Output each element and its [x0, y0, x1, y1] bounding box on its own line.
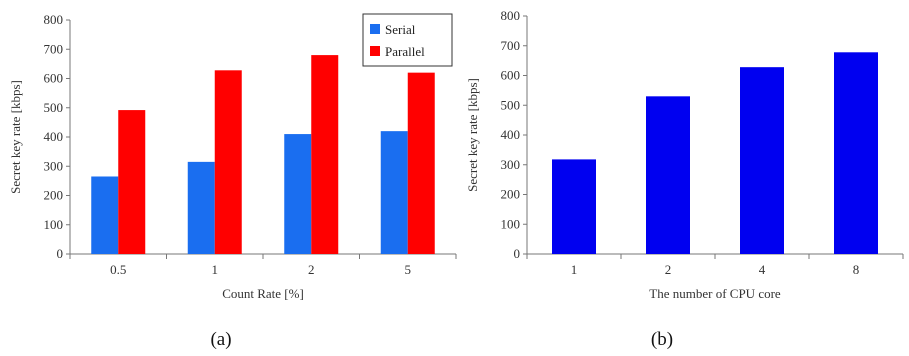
y-axis-label: Secret key rate [kbps]: [8, 80, 23, 194]
y-tick-label: 200: [44, 188, 64, 203]
x-tick-label: 2: [665, 262, 672, 277]
bar-parallel: [118, 110, 146, 254]
y-tick-label: 0: [57, 246, 64, 261]
bar: [834, 52, 878, 254]
x-tick-label: 1: [571, 262, 578, 277]
y-tick-label: 100: [501, 216, 521, 231]
y-tick-label: 100: [44, 217, 64, 232]
legend-box: [362, 13, 453, 67]
y-tick-label: 500: [501, 97, 521, 112]
y-tick-label: 700: [501, 38, 521, 53]
x-tick-label: 8: [853, 262, 860, 277]
bar-parallel: [214, 70, 242, 254]
y-tick-label: 400: [44, 129, 64, 144]
legend-swatch: [370, 24, 380, 34]
y-tick-label: 300: [501, 157, 521, 172]
y-tick-label: 600: [44, 71, 64, 86]
y-tick-label: 0: [514, 246, 521, 261]
y-axis-label: Secret key rate [kbps]: [465, 78, 480, 192]
x-axis-label: Count Rate [%]: [222, 286, 304, 301]
y-tick-label: 600: [501, 68, 521, 83]
bar: [552, 159, 596, 254]
y-tick-label: 800: [501, 8, 521, 23]
bar-parallel: [311, 55, 339, 254]
bar: [646, 96, 690, 254]
y-tick-label: 700: [44, 41, 64, 56]
y-tick-label: 300: [44, 158, 64, 173]
legend: Serial Parallel: [362, 13, 453, 67]
y-tick-label: 400: [501, 127, 521, 142]
chart-b: 0 100 200 300 400 500 600 700 800 1 2 4 8 The number …: [465, 8, 904, 350]
x-tick-label: 2: [308, 262, 315, 277]
legend-swatch: [370, 46, 380, 56]
bar: [740, 67, 784, 254]
bar-parallel: [407, 72, 435, 255]
bar-serial: [284, 134, 312, 254]
legend-label: Serial: [385, 22, 416, 37]
x-tick-label: 5: [405, 262, 412, 277]
y-tick-label: 500: [44, 100, 64, 115]
x-axis-label: The number of CPU core: [649, 286, 781, 301]
figure-caption: (b): [651, 329, 673, 350]
bar-serial: [91, 176, 119, 254]
y-tick-label: 800: [44, 12, 64, 27]
x-tick-label: 1: [212, 262, 219, 277]
chart-a: 0 100 200 300 400 500 600 700 800 0.5 1 2 5 Count Rat…: [8, 12, 457, 350]
bar-serial: [187, 161, 215, 254]
x-tick-label: 0.5: [110, 262, 126, 277]
bar-serial: [380, 131, 408, 254]
y-tick-label: 200: [501, 187, 521, 202]
figure-caption: (a): [210, 329, 231, 350]
x-tick-label: 4: [759, 262, 766, 277]
legend-label: Parallel: [385, 44, 425, 59]
